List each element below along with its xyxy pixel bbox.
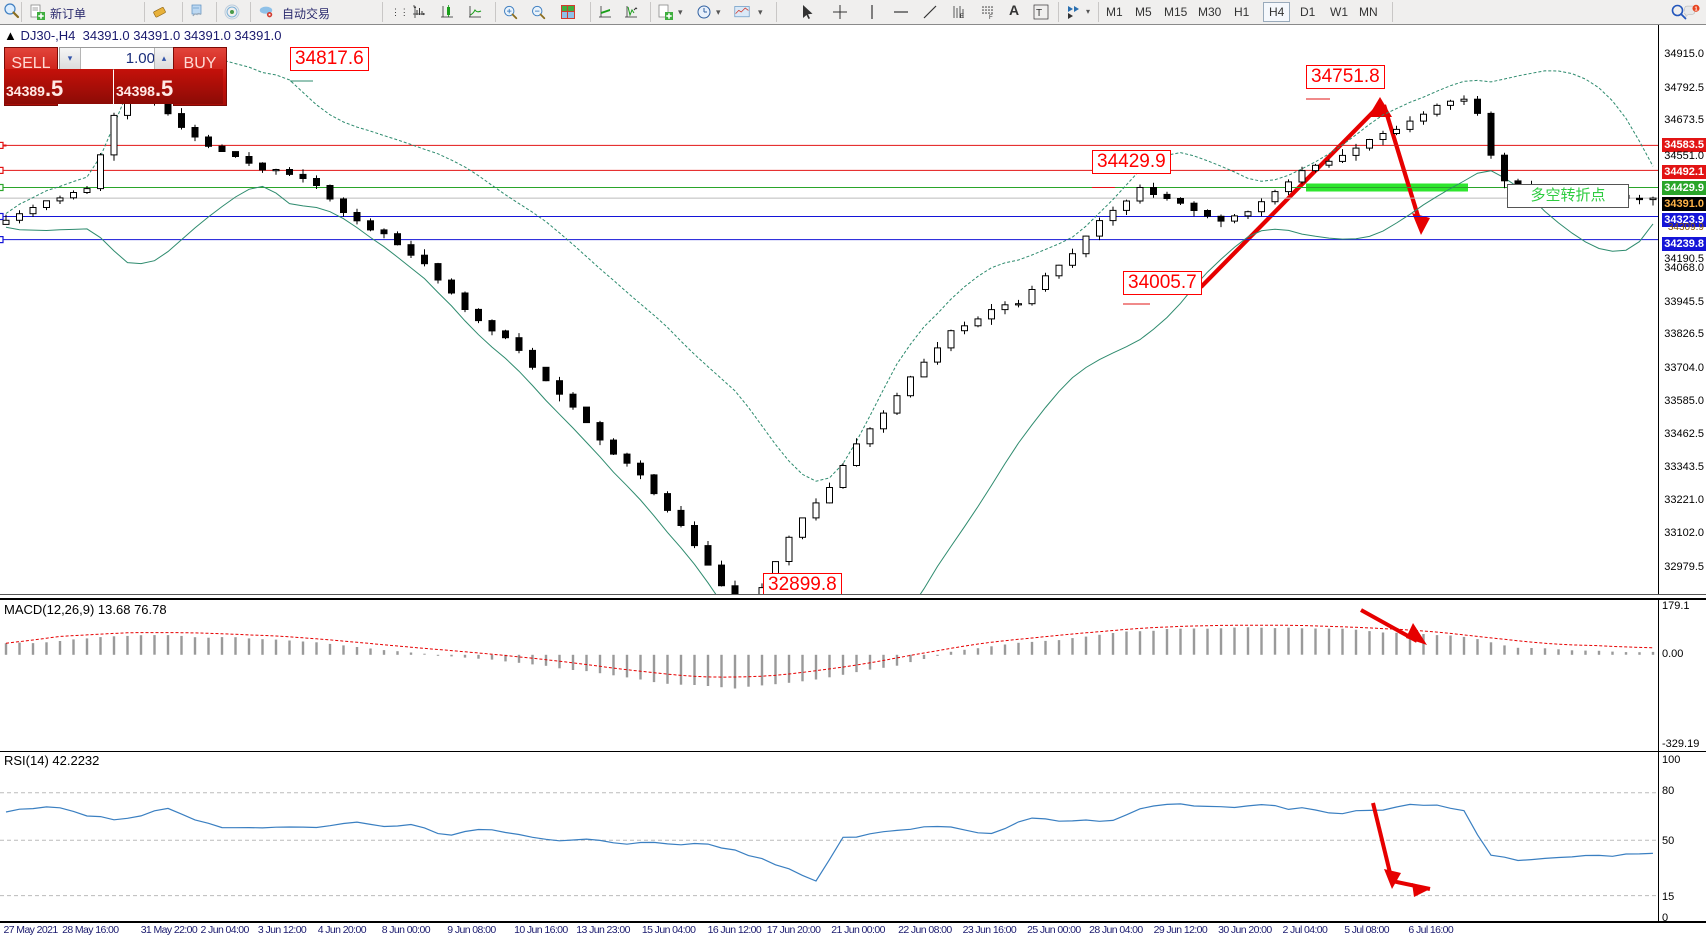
svg-text:T: T (1036, 8, 1042, 19)
svg-text:⋮⋮⋮: ⋮⋮⋮ (391, 7, 407, 17)
svg-text:1: 1 (1694, 7, 1697, 13)
svg-text:F: F (989, 15, 993, 20)
svg-text:E: E (960, 14, 964, 20)
